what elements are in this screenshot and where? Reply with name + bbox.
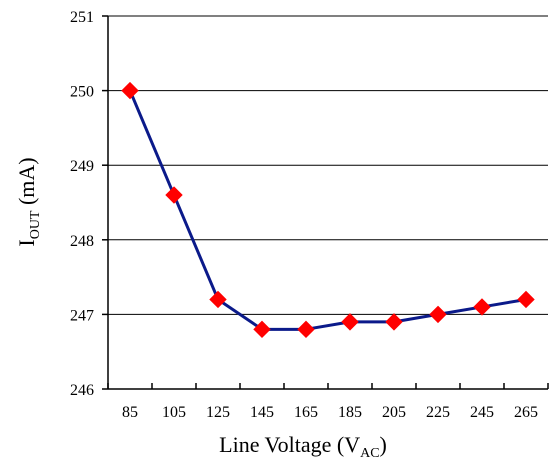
y-tick-label-251: 251 [70, 9, 94, 26]
y-tick-labels: 246 247 248 249 250 251 [70, 9, 94, 399]
data-point-265 [517, 290, 535, 309]
x-tick-label-125: 125 [206, 404, 230, 421]
x-tick-label-105: 105 [162, 404, 186, 421]
x-tick-labels: 85 105 125 145 165 185 205 225 245 265 [122, 404, 538, 421]
x-tick-label-225: 225 [426, 404, 450, 421]
x-tick-label-165: 165 [294, 404, 318, 421]
data-point-165 [297, 320, 315, 339]
x-axis-title-sub: AC [360, 446, 379, 459]
data-point-185 [341, 313, 359, 331]
data-point-85 [121, 81, 139, 100]
y-tick-label-249: 249 [70, 158, 94, 175]
y-tick-label-250: 250 [70, 84, 94, 101]
series-line-0 [128, 90, 527, 331]
data-point-125 [209, 290, 227, 309]
data-point-245 [473, 298, 491, 316]
x-axis-title: Line Voltage (VAC) [219, 432, 387, 459]
x-tick-label-185: 185 [338, 404, 362, 421]
y-tick-label-246: 246 [70, 382, 94, 399]
axes [102, 15, 549, 390]
y-tick-label-248: 248 [70, 233, 94, 250]
x-axis-title-main: Line Voltage (V [219, 432, 360, 457]
x-tick-label-145: 145 [250, 404, 274, 421]
data-point-105 [165, 186, 183, 204]
y-axis-title-main: I [14, 239, 39, 246]
y-tick-label-247: 247 [70, 307, 94, 324]
x-tick-label-265: 265 [514, 404, 538, 421]
x-tick-label-85: 85 [122, 404, 138, 421]
gridlines [108, 15, 548, 315]
data-point-145 [253, 320, 271, 339]
y-axis-title-sub: OUT [28, 210, 43, 239]
x-axis-title-tail: ) [380, 432, 387, 457]
series-layer [121, 81, 535, 339]
data-point-225 [429, 305, 447, 324]
x-tick-label-245: 245 [470, 404, 494, 421]
data-point-205 [385, 313, 403, 331]
y-axis-title: IOUT (mA) [14, 157, 43, 246]
y-axis-title-tail: (mA) [14, 157, 39, 210]
x-tick-label-205: 205 [382, 404, 406, 421]
